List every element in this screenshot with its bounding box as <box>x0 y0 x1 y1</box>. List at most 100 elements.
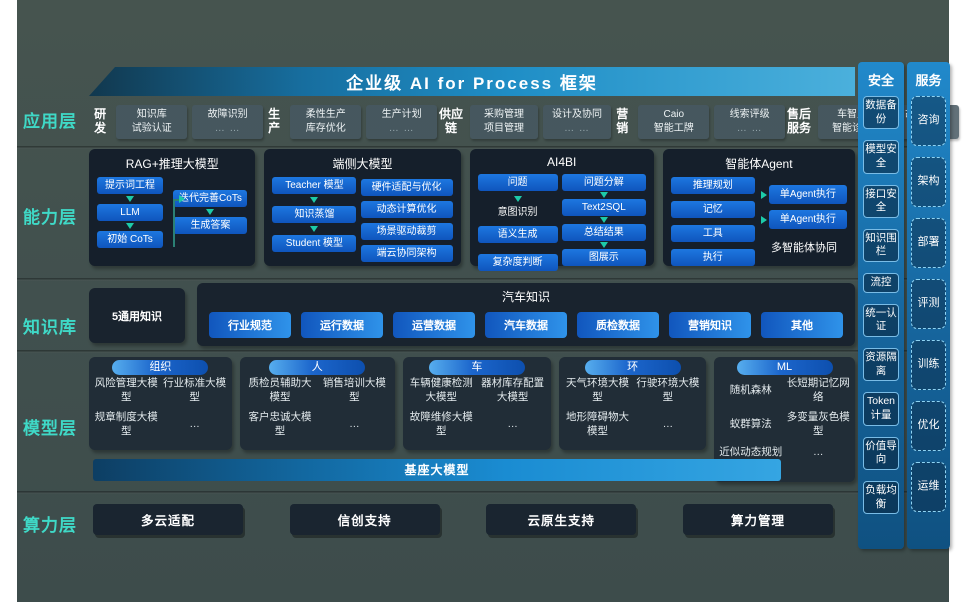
feature-node: 场景驱动裁剪 <box>360 223 453 240</box>
card-title: AI4BI <box>547 155 577 169</box>
app-group-name: 生产 <box>268 106 281 135</box>
app-item-line: 项目管理 <box>484 122 525 134</box>
service-item: 训练 <box>911 340 946 390</box>
flow-node: 初始 CoTs <box>97 231 163 248</box>
app-item: 柔性生产 库存优化 <box>290 104 362 139</box>
knowledge-pill: 质检数据 <box>577 312 659 338</box>
compute-item: 信创支持 <box>289 504 440 535</box>
flow-node: Teacher 模型 <box>272 177 357 194</box>
compute-item: 多云适配 <box>93 504 243 535</box>
model-item: … <box>189 418 200 431</box>
title-banner: 企业级 AI for Process 框架 <box>89 67 855 96</box>
services-column: 服务 咨询 架构 部署 评测 训练 优化 运维 <box>907 62 950 549</box>
arrow-down-icon <box>513 196 522 202</box>
app-item-line: 生产计划 <box>381 108 422 120</box>
app-item-line: 故障识别 <box>207 108 248 120</box>
knowledge-pill: 汽车数据 <box>485 312 567 338</box>
app-group-name: 研发 <box>94 106 107 135</box>
knowledge-pill: 行业规范 <box>209 312 291 338</box>
model-item: 行业标准大模型 <box>163 377 227 403</box>
arrow-down-icon <box>310 197 319 203</box>
arrow-down-icon <box>126 223 134 229</box>
security-item: 知识围栏 <box>863 228 899 263</box>
model-item: 规章制度大模型 <box>94 411 158 437</box>
card-title: RAG+推理大模型 <box>125 157 219 171</box>
flow-node: Text2SQL <box>561 199 646 216</box>
knowledge-pill: 运营数据 <box>393 312 475 338</box>
arrow-down-icon <box>599 192 608 198</box>
flow-node: 语义生成 <box>477 226 558 243</box>
app-item-line: … … <box>214 122 241 134</box>
flow-node: LLM <box>97 204 163 221</box>
model-group-organization: 组织 风险管理大模型 行业标准大模型 规章制度大模型 … <box>89 357 232 450</box>
model-item: 行驶环境大模型 <box>636 377 700 403</box>
app-item-line: 车智见 <box>837 108 868 120</box>
flow-node: 问题分解 <box>561 174 646 191</box>
agent-caption: 多智能体协同 <box>770 242 837 254</box>
security-item: 流控 <box>863 273 899 293</box>
app-item: 采购管理 项目管理 <box>470 104 539 139</box>
layer-label-application: 应用层 <box>23 112 77 131</box>
model-group-people: 人 质检员辅助大模型 销售培训大模型 客户忠诚大模型 … <box>239 357 395 450</box>
app-item-line: 智能工牌 <box>653 122 694 134</box>
app-item-line: 线索评级 <box>729 108 770 120</box>
feature-node: 硬件适配与优化 <box>360 179 453 196</box>
app-group-name: 售后服务 <box>787 106 812 135</box>
app-item-line: 试验认证 <box>131 122 172 134</box>
service-item: 优化 <box>911 401 946 451</box>
model-group-tag: 环 <box>584 360 681 375</box>
security-item: 负载均衡 <box>863 480 899 515</box>
app-item: 线索评级 … … <box>714 104 786 139</box>
app-item: 故障识别 … … <box>192 104 264 139</box>
arrow-down-icon <box>310 226 319 232</box>
layer-label-compute: 算力层 <box>23 516 77 535</box>
flow-node: 问题 <box>477 174 558 191</box>
card-title: 端侧大模型 <box>332 157 393 171</box>
layer-label-knowledge: 知识库 <box>23 318 77 337</box>
arrow-right-icon <box>760 215 767 224</box>
service-item: 架构 <box>911 157 946 207</box>
security-column-label: 安全 <box>867 73 894 88</box>
agent-component: 执行 <box>670 249 755 266</box>
arrow-down-icon <box>599 217 608 223</box>
model-group-tag: 车 <box>428 360 525 375</box>
agent-component: 推理规划 <box>670 177 755 194</box>
layer-divider <box>17 278 949 281</box>
model-item: 随机森林 <box>729 383 772 396</box>
model-group-tag: 组织 <box>112 360 209 375</box>
model-item: … <box>507 418 518 431</box>
security-item: 统一认证 <box>863 303 899 338</box>
automotive-knowledge-card: 汽车知识 行业规范 运行数据 运营数据 汽车数据 质检数据 营销知识 其他 <box>197 283 855 346</box>
app-group-name: 营销 <box>616 106 629 135</box>
flow-node: 复杂度判断 <box>477 254 558 271</box>
model-item: 蚁群算法 <box>729 418 772 431</box>
foundation-model-bar: 基座大模型 <box>93 459 781 481</box>
layer-divider <box>17 491 949 494</box>
service-item: 咨询 <box>911 96 946 146</box>
application-layer-row: 研发 知识库 试验认证 故障识别 … … 生产 柔性生产 库存优化 生产计划 …… <box>89 99 960 144</box>
knowledge-pill: 其他 <box>761 312 843 338</box>
automotive-knowledge-title: 汽车知识 <box>501 290 550 304</box>
app-item-line: Caio <box>663 108 685 120</box>
model-item: 器材库存配置大模型 <box>481 377 545 403</box>
compute-item: 算力管理 <box>682 504 833 535</box>
security-item: 价值导向 <box>863 436 899 470</box>
app-group-name: 供应链 <box>439 106 464 135</box>
model-item: 车辆健康检测大模型 <box>409 377 473 403</box>
app-item: 设计及协同 … … <box>543 104 612 139</box>
arrow-down-icon <box>599 242 608 248</box>
service-item: 部署 <box>911 218 946 268</box>
app-item-line: 智能诊疗 <box>832 122 873 134</box>
knowledge-pill: 营销知识 <box>669 312 751 338</box>
model-group-environment: 环 天气环境大模型 行驶环境大模型 地形障碍物大模型 … <box>559 357 707 450</box>
model-item: 风险管理大模型 <box>94 377 158 403</box>
connector-line <box>173 199 181 201</box>
model-item: … <box>662 418 674 431</box>
compute-item: 云原生支持 <box>486 504 637 535</box>
card-ai4bi: AI4BI 问题 意图识别 语义生成 复杂度判断 问题分解 Text2SQL 总… <box>469 149 654 271</box>
model-item: … <box>813 445 824 458</box>
page-title: 企业级 AI for Process 框架 <box>346 74 598 93</box>
app-group-marketing: 营销 Caio 智能工牌 线索评级 … … <box>611 104 786 139</box>
app-item-line: 采购管理 <box>484 108 525 120</box>
flow-node: 意图识别 <box>497 207 538 218</box>
